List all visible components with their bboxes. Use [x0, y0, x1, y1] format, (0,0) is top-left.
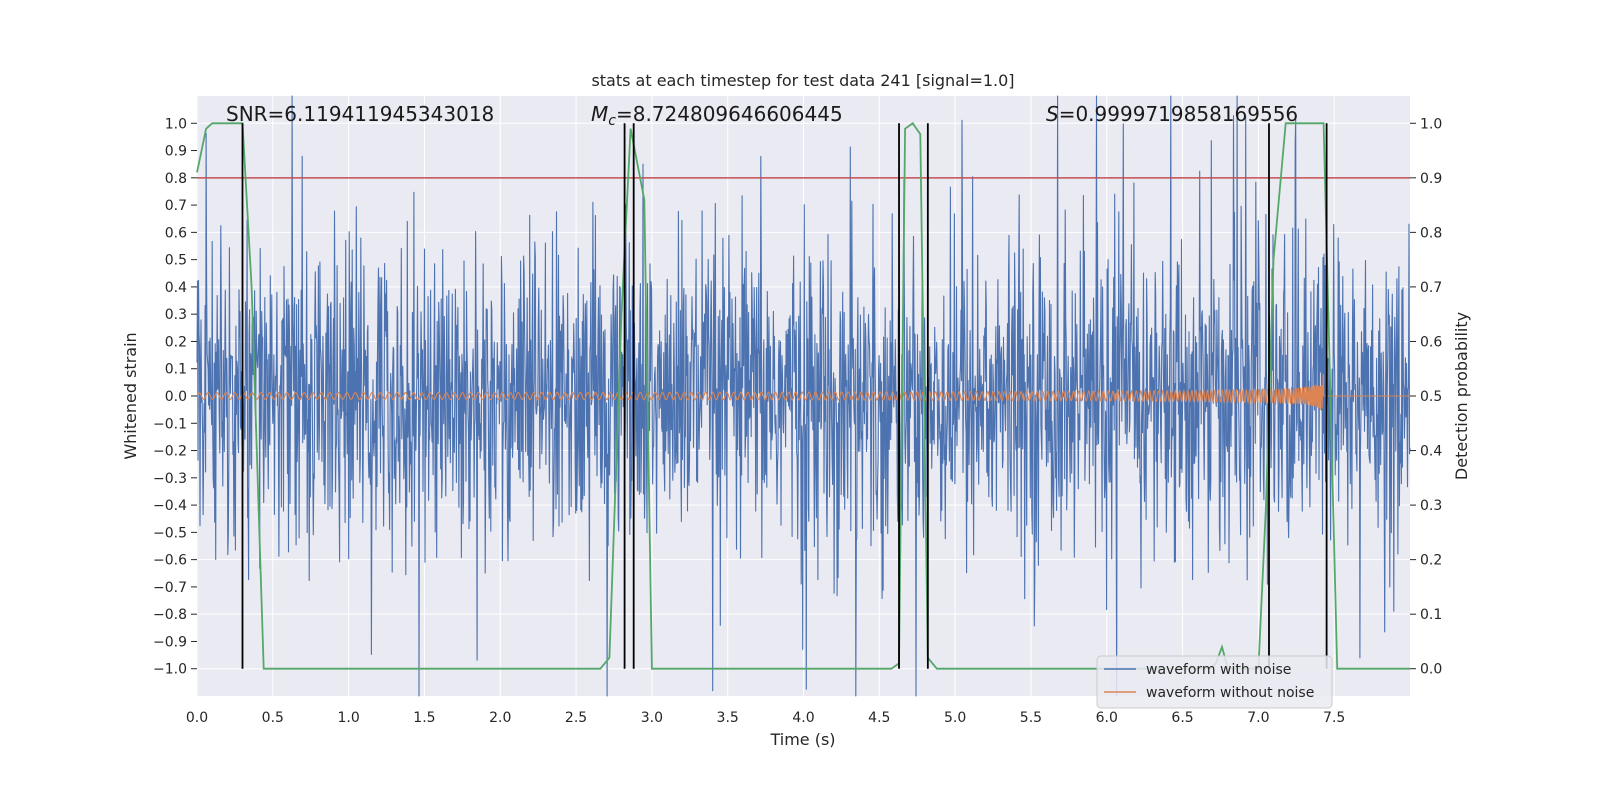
- chirp-mass-symbol: M: [591, 102, 608, 126]
- y-tick-label: −0.2: [153, 444, 187, 460]
- chirp-mass-annotation: Mc=8.724809646606445: [591, 102, 843, 129]
- y-right-tick-label: 0.1: [1420, 607, 1442, 623]
- x-tick-label: 6.0: [1096, 710, 1118, 726]
- noise-series: [196, 95, 1411, 697]
- y-tick-label: −0.6: [153, 553, 187, 569]
- y-axis-label: Whitened strain: [121, 332, 140, 459]
- y-tick-label: 0.5: [165, 253, 187, 269]
- x-tick-label: 3.5: [717, 710, 739, 726]
- x-tick-label: 4.5: [868, 710, 890, 726]
- y-tick-label: 0.0: [165, 389, 187, 405]
- y-tick-label: −0.1: [153, 416, 187, 432]
- y-tick-label: 0.9: [165, 144, 187, 160]
- x-tick-label: 1.5: [413, 710, 435, 726]
- chart-title: stats at each timestep for test data 241…: [591, 71, 1014, 90]
- x-tick-label: 1.0: [337, 710, 359, 726]
- score-value: =0.9999719858169556: [1059, 102, 1298, 126]
- y-tick-label: 0.8: [165, 171, 187, 187]
- y-right-tick-label: 0.5: [1420, 389, 1442, 405]
- x-tick-label: 7.5: [1323, 710, 1345, 726]
- x-tick-label: 0.5: [262, 710, 284, 726]
- x-tick-label: 2.5: [565, 710, 587, 726]
- y-right-tick-label: 0.0: [1420, 662, 1442, 678]
- y-right-tick-label: 0.3: [1420, 498, 1442, 514]
- score-symbol: S: [1046, 102, 1059, 126]
- y-tick-label: 0.6: [165, 225, 187, 241]
- legend-box: [1096, 655, 1333, 709]
- legend: waveform with noise waveform without noi…: [1096, 655, 1333, 709]
- x-tick-label: 0.0: [186, 710, 208, 726]
- detection-probability-line: [196, 122, 1410, 670]
- ticks: 0.0 0.5 1.0 1.5 2.0 2.5 3.0 3.5 4.0 4.5 5.0 5.5 6.0 6…: [153, 116, 1442, 726]
- probability-series: [196, 122, 1410, 670]
- y-right-axis-label: Detection probability: [1452, 312, 1471, 480]
- y-tick-label: 0.2: [165, 334, 187, 350]
- x-tick-label: 3.0: [641, 710, 663, 726]
- y-tick-label: −0.9: [153, 634, 187, 650]
- y-tick-label: 0.1: [165, 362, 187, 378]
- y-right-tick-label: 0.4: [1420, 444, 1442, 460]
- y-tick-label: −0.3: [153, 471, 187, 487]
- y-right-tick-label: 0.6: [1420, 334, 1442, 350]
- legend-label-clean: waveform without noise: [1146, 685, 1314, 701]
- chirp-mass-subscript: c: [608, 113, 616, 129]
- x-tick-label: 6.5: [1171, 710, 1193, 726]
- y-right-tick-label: 1.0: [1420, 116, 1442, 132]
- chirp-mass-value: =8.724809646606445: [616, 102, 843, 126]
- y-right-tick-label: 0.8: [1420, 225, 1442, 241]
- noise-waveform-line: [196, 95, 1411, 697]
- x-tick-label: 4.0: [792, 710, 814, 726]
- score-annotation: S=0.9999719858169556: [1046, 102, 1298, 126]
- y-tick-label: −0.4: [153, 498, 187, 514]
- y-right-tick-label: 0.7: [1420, 280, 1442, 296]
- x-axis-label: Time (s): [769, 730, 835, 749]
- x-tick-label: 2.0: [489, 710, 511, 726]
- clean-waveform-line: [196, 374, 1410, 410]
- y-tick-label: 1.0: [165, 116, 187, 132]
- x-tick-label: 7.0: [1247, 710, 1269, 726]
- y-tick-label: −0.8: [153, 607, 187, 623]
- x-tick-label: 5.0: [944, 710, 966, 726]
- event-lines: [241, 123, 1328, 669]
- snr-annotation: SNR=6.119411945343018: [226, 102, 494, 126]
- y-tick-label: 0.3: [165, 307, 187, 323]
- y-right-tick-label: 0.2: [1420, 553, 1442, 569]
- y-tick-label: −1.0: [153, 662, 187, 678]
- y-tick-label: 0.4: [165, 280, 187, 296]
- y-tick-label: −0.5: [153, 525, 187, 541]
- legend-label-noise: waveform with noise: [1146, 662, 1291, 678]
- y-tick-label: 0.7: [165, 198, 187, 214]
- y-tick-label: −0.7: [153, 580, 187, 596]
- x-tick-label: 5.5: [1020, 710, 1042, 726]
- chirp-series: [196, 374, 1410, 410]
- y-right-tick-label: 0.9: [1420, 171, 1442, 187]
